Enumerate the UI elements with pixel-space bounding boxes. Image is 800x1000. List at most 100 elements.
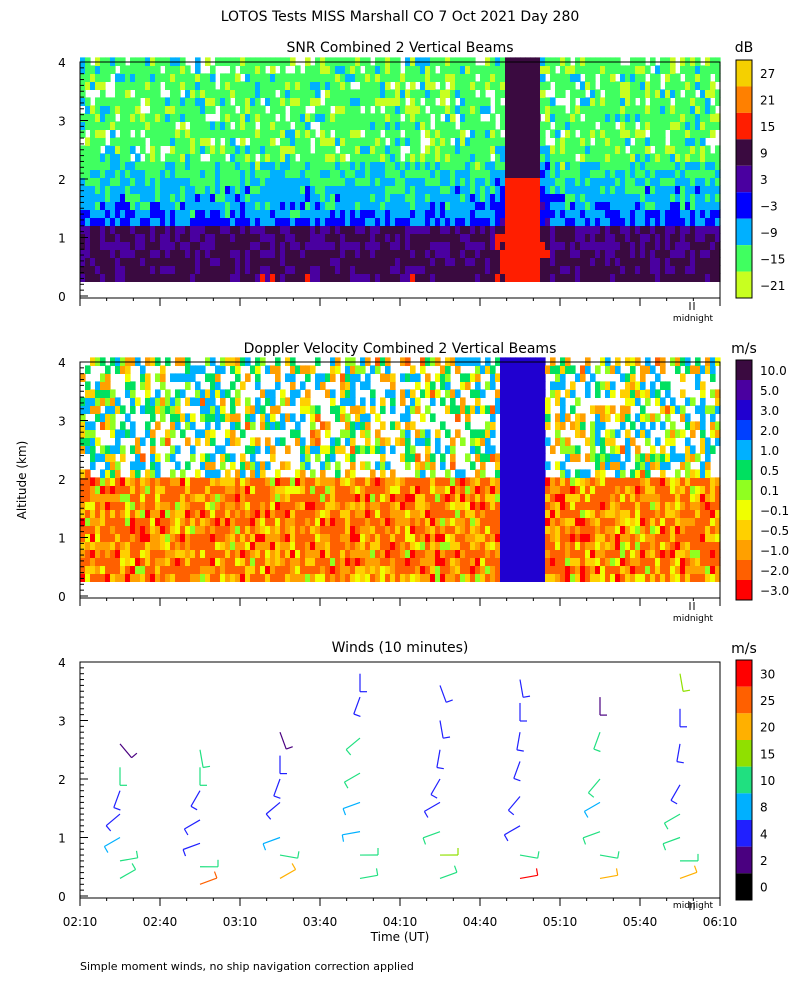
heatmap-cell (630, 273, 636, 282)
heatmap-cell (615, 81, 621, 90)
heatmap-cell (110, 209, 116, 218)
heatmap-cell (325, 89, 331, 98)
heatmap-cell (190, 121, 196, 130)
heatmap-cell (115, 573, 121, 582)
heatmap-cell (275, 485, 281, 494)
heatmap-cell (150, 501, 156, 510)
heatmap-cell (370, 81, 376, 90)
heatmap-cell (155, 65, 161, 74)
heatmap-cell (430, 565, 436, 574)
heatmap-cell (270, 525, 276, 534)
heatmap-cell (195, 121, 201, 130)
heatmap-cell (115, 557, 121, 566)
heatmap-cell (400, 273, 406, 282)
heatmap-cell (535, 233, 541, 242)
heatmap-cell (640, 81, 646, 90)
heatmap-cell (675, 177, 681, 186)
heatmap-cell (235, 365, 241, 374)
heatmap-cell (95, 73, 101, 82)
heatmap-cell (715, 201, 721, 210)
heatmap-cell (665, 65, 671, 74)
heatmap-cell (285, 549, 291, 558)
heatmap-cell (130, 145, 136, 154)
heatmap-cell (100, 193, 106, 202)
heatmap-cell (120, 65, 126, 74)
heatmap-cell (455, 233, 461, 242)
heatmap-cell (400, 97, 406, 106)
heatmap-cell (280, 461, 286, 470)
heatmap-cell (250, 265, 256, 274)
heatmap-cell (470, 249, 476, 258)
heatmap-cell (365, 461, 371, 470)
heatmap-cell (175, 145, 181, 154)
heatmap-cell (520, 249, 526, 258)
heatmap-cell (445, 201, 451, 210)
heatmap-cell (240, 185, 246, 194)
heatmap-cell (130, 517, 136, 526)
heatmap-cell (350, 557, 356, 566)
heatmap-cell (350, 217, 356, 226)
heatmap-cell (365, 137, 371, 146)
heatmap-cell (710, 105, 716, 114)
heatmap-cell (200, 169, 206, 178)
heatmap-cell (155, 161, 161, 170)
heatmap-cell (205, 397, 211, 406)
heatmap-cell (460, 137, 466, 146)
heatmap-cell (235, 265, 241, 274)
heatmap-cell (360, 185, 366, 194)
heatmap-cell (395, 97, 401, 106)
heatmap-cell (305, 185, 311, 194)
heatmap-cell (285, 533, 291, 542)
heatmap-cell (570, 121, 576, 130)
heatmap-cell (330, 169, 336, 178)
heatmap-cell (375, 549, 381, 558)
heatmap-cell (240, 381, 246, 390)
heatmap-cell (690, 249, 696, 258)
heatmap-cell (135, 201, 141, 210)
heatmap-cell (620, 137, 626, 146)
heatmap-cell (550, 105, 556, 114)
heatmap-cell (460, 217, 466, 226)
heatmap-cell (320, 373, 326, 382)
heatmap-cell (185, 437, 191, 446)
heatmap-cell (235, 249, 241, 258)
heatmap-cell (295, 549, 301, 558)
heatmap-cell (515, 265, 521, 274)
heatmap-cell (155, 137, 161, 146)
heatmap-cell (370, 405, 376, 414)
heatmap-cell (380, 241, 386, 250)
heatmap-cell (705, 97, 711, 106)
heatmap-cell (265, 549, 271, 558)
heatmap-cell (620, 169, 626, 178)
heatmap-cell (300, 445, 306, 454)
heatmap-cell (395, 169, 401, 178)
heatmap-cell (85, 405, 91, 414)
heatmap-cell (635, 161, 641, 170)
heatmap-cell (280, 169, 286, 178)
heatmap-cell (500, 73, 506, 82)
heatmap-cell (365, 477, 371, 486)
heatmap-cell (650, 153, 656, 162)
heatmap-cell (710, 129, 716, 138)
heatmap-cell (360, 365, 366, 374)
heatmap-cell (245, 257, 251, 266)
heatmap-cell (120, 533, 126, 542)
heatmap-cell (125, 573, 131, 582)
heatmap-cell (505, 153, 511, 162)
heatmap-cell (405, 209, 411, 218)
heatmap-cell (695, 241, 701, 250)
heatmap-cell (300, 541, 306, 550)
heatmap-cell (345, 389, 351, 398)
heatmap-cell (140, 453, 146, 462)
heatmap-cell (625, 81, 631, 90)
doppler-title: Doppler Velocity Combined 2 Vertical Bea… (244, 341, 557, 357)
heatmap-cell (230, 405, 236, 414)
heatmap-cell (195, 209, 201, 218)
heatmap-cell (395, 113, 401, 122)
heatmap-cell (385, 177, 391, 186)
heatmap-cell (220, 81, 226, 90)
heatmap-cell (480, 137, 486, 146)
heatmap-cell (275, 273, 281, 282)
heatmap-cell (215, 421, 221, 430)
heatmap-cell (605, 185, 611, 194)
